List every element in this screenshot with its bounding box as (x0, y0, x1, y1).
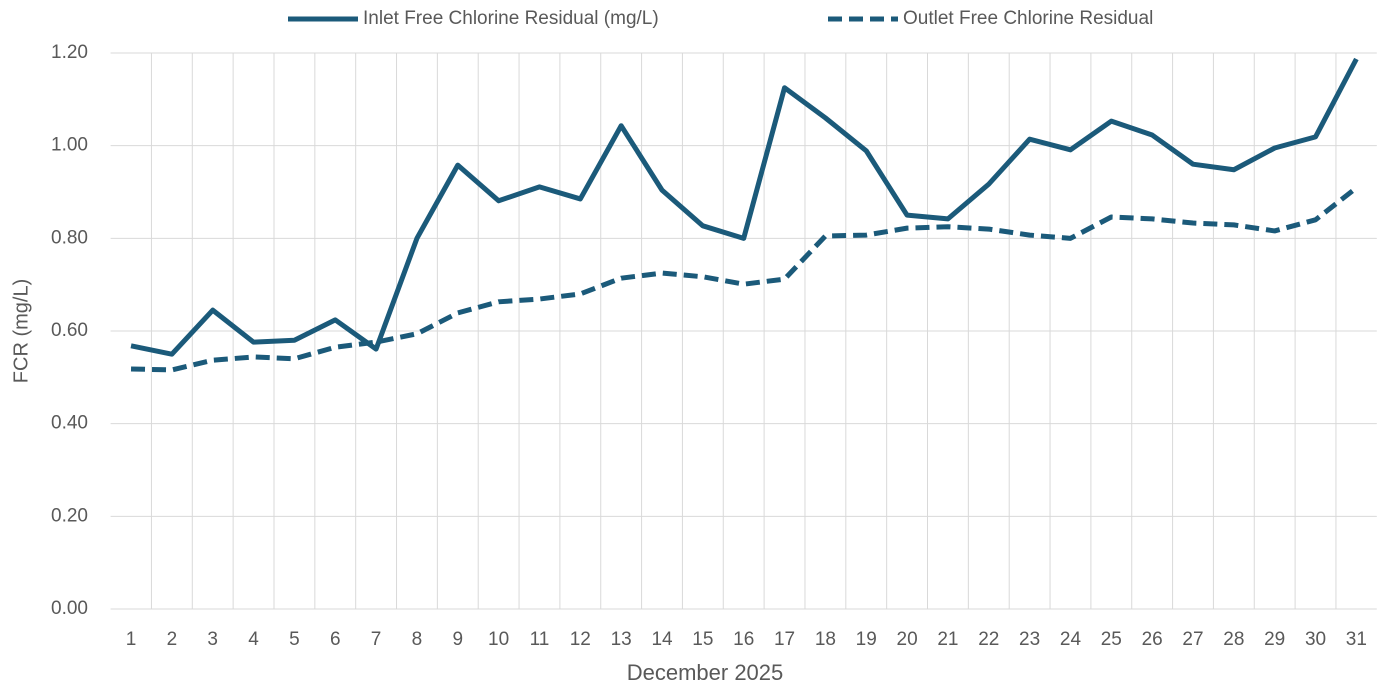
x-tick-label: 10 (488, 629, 509, 650)
x-tick-label: 3 (207, 629, 218, 650)
legend-label: Outlet Free Chlorine Residual (903, 8, 1153, 29)
x-tick-label: 11 (530, 629, 550, 650)
x-tick-label: 20 (897, 629, 918, 650)
x-tick-label: 31 (1346, 629, 1367, 650)
line-series (130, 185, 1358, 373)
y-tick-label: 1.00 (51, 135, 88, 156)
x-tick-label: 29 (1264, 629, 1285, 650)
x-tick-label: 8 (412, 629, 423, 650)
y-axis-label: FCR (mg/L) (10, 279, 32, 383)
y-tick-label: 0.00 (51, 598, 88, 619)
x-axis-label: December 2025 (627, 660, 784, 685)
x-tick-label: 23 (1019, 629, 1040, 650)
x-tick-label: 30 (1305, 629, 1326, 650)
x-tick-label: 18 (815, 629, 836, 650)
x-tick-label: 27 (1182, 629, 1203, 650)
y-tick-label: 0.20 (51, 505, 88, 526)
x-tick-label: 9 (452, 629, 463, 650)
x-tick-label: 25 (1101, 629, 1122, 650)
legend-label: Inlet Free Chlorine Residual (mg/L) (363, 8, 659, 29)
x-tick-label: 7 (371, 629, 382, 650)
x-tick-label: 4 (248, 629, 259, 650)
x-tick-label: 26 (1142, 629, 1163, 650)
x-tick-label: 24 (1060, 629, 1082, 650)
x-tick-label: 12 (570, 629, 591, 650)
x-tick-label: 5 (289, 629, 300, 650)
x-tick-label: 6 (330, 629, 341, 650)
x-tick-label: 16 (733, 629, 754, 650)
x-tick-label: 17 (774, 629, 795, 650)
y-tick-label: 1.20 (51, 42, 88, 63)
x-tick-label: 15 (692, 629, 713, 650)
x-tick-label: 1 (126, 629, 137, 650)
y-tick-label: 0.60 (51, 320, 88, 341)
x-tick-label: 14 (651, 629, 673, 650)
x-tick-label: 22 (978, 629, 999, 650)
x-tick-label: 28 (1223, 629, 1244, 650)
y-tick-label: 0.40 (51, 413, 88, 434)
x-tick-label: 2 (167, 629, 178, 650)
x-tick-label: 19 (856, 629, 877, 650)
y-tick-label: 0.80 (51, 227, 88, 248)
x-tick-label: 21 (937, 629, 958, 650)
line-series (130, 57, 1359, 357)
x-tick-label: 13 (611, 629, 632, 650)
